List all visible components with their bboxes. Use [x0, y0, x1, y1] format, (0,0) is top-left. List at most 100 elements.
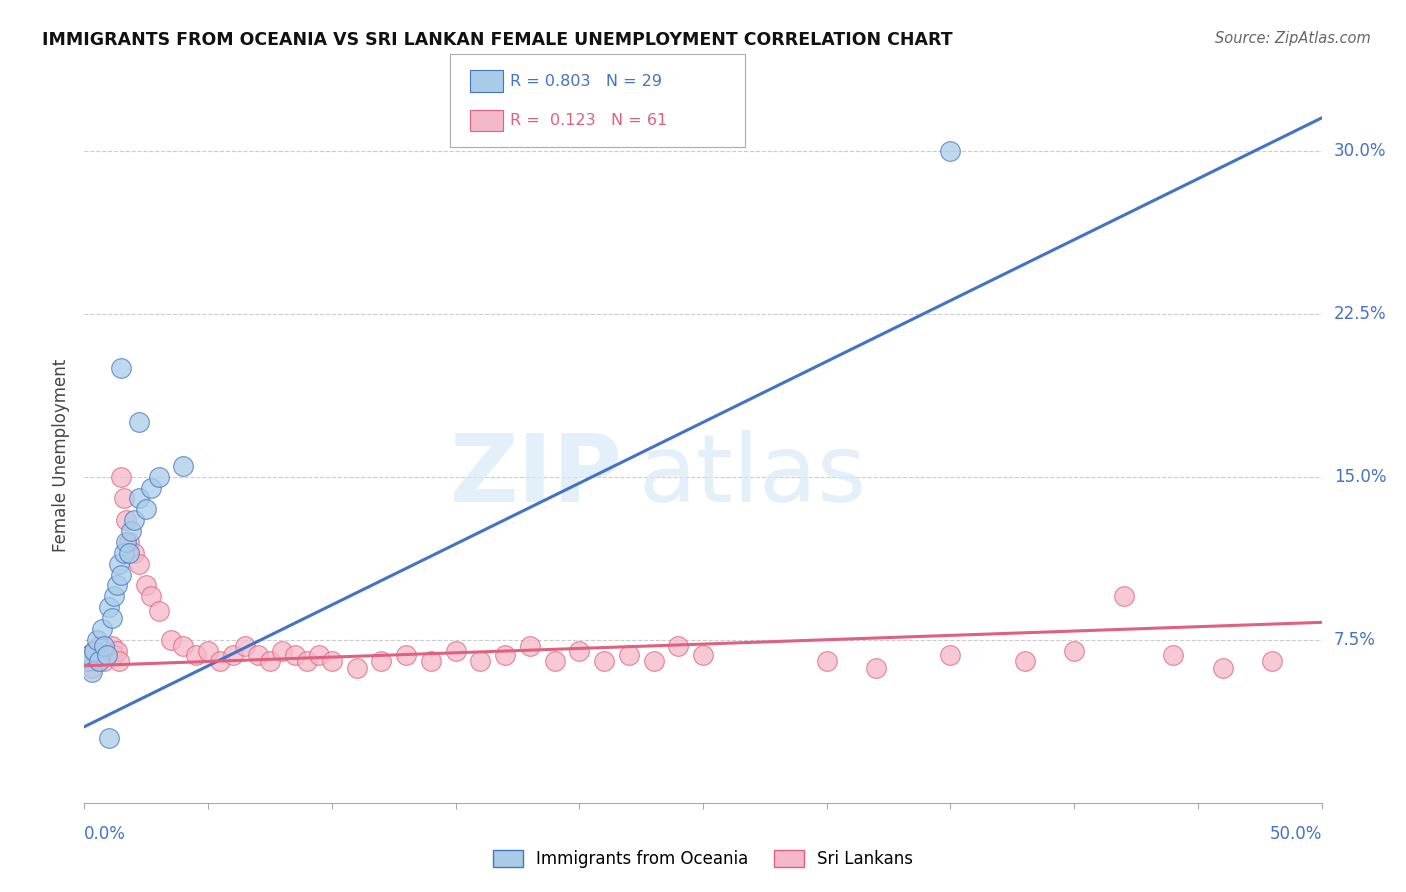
Point [112, 491, 135, 506]
Point [543, 655, 565, 669]
Point [135, 578, 157, 592]
Point [1161, 648, 1184, 662]
Point [284, 648, 307, 662]
Text: 30.0%: 30.0% [1334, 142, 1386, 160]
Point [103, 648, 125, 662]
Point [83, 643, 105, 657]
Point [120, 524, 142, 538]
Point [148, 605, 170, 619]
Y-axis label: Female Unemployment: Female Unemployment [52, 359, 70, 551]
Point [128, 557, 150, 571]
Text: 50.0%: 50.0% [1270, 825, 1322, 843]
Point [115, 535, 138, 549]
Point [98, 731, 121, 745]
Point [470, 655, 492, 669]
Point [76, 655, 98, 669]
Text: 15.0%: 15.0% [1334, 467, 1386, 485]
Point [321, 655, 343, 669]
Point [1014, 655, 1036, 669]
Point [172, 639, 194, 653]
Point [865, 661, 887, 675]
Point [172, 458, 194, 473]
Point [122, 513, 145, 527]
Point [259, 655, 281, 669]
Point [593, 655, 616, 669]
Point [1112, 589, 1135, 603]
Point [96, 648, 118, 662]
Point [246, 648, 269, 662]
Text: 0.0%: 0.0% [84, 825, 127, 843]
Point [395, 648, 418, 662]
Point [494, 648, 516, 662]
Point [110, 469, 132, 483]
Point [118, 535, 141, 549]
Text: R = 0.803   N = 29: R = 0.803 N = 29 [510, 74, 662, 88]
Point [209, 655, 232, 669]
Point [93, 655, 115, 669]
Point [197, 643, 219, 657]
Point [141, 589, 163, 603]
Point [128, 491, 150, 506]
Point [105, 643, 128, 657]
Point [79, 648, 101, 662]
Point [108, 557, 131, 571]
Point [110, 360, 132, 375]
Point [519, 639, 541, 653]
Text: Source: ZipAtlas.com: Source: ZipAtlas.com [1215, 31, 1371, 46]
Point [939, 648, 962, 662]
Point [128, 415, 150, 429]
Point [222, 648, 245, 662]
Point [141, 481, 163, 495]
Point [90, 622, 112, 636]
Point [76, 655, 98, 669]
Point [96, 643, 118, 657]
Text: 22.5%: 22.5% [1334, 304, 1386, 323]
Point [103, 589, 125, 603]
Point [90, 648, 112, 662]
Point [122, 546, 145, 560]
Point [370, 655, 392, 669]
Point [135, 502, 157, 516]
Point [79, 648, 101, 662]
Point [1212, 661, 1234, 675]
Point [105, 578, 128, 592]
Point [160, 632, 183, 647]
Point [112, 546, 135, 560]
Point [108, 655, 131, 669]
Point [815, 655, 838, 669]
Point [118, 546, 141, 560]
Point [86, 655, 108, 669]
Text: ZIP: ZIP [450, 430, 623, 522]
Point [98, 648, 121, 662]
Point [692, 648, 714, 662]
Text: atlas: atlas [638, 430, 866, 522]
Point [346, 661, 368, 675]
Legend: Immigrants from Oceania, Sri Lankans: Immigrants from Oceania, Sri Lankans [486, 843, 920, 874]
Point [419, 655, 441, 669]
Point [115, 513, 138, 527]
Point [89, 655, 111, 669]
Point [184, 648, 207, 662]
Point [148, 469, 170, 483]
Text: IMMIGRANTS FROM OCEANIA VS SRI LANKAN FEMALE UNEMPLOYMENT CORRELATION CHART: IMMIGRANTS FROM OCEANIA VS SRI LANKAN FE… [42, 31, 953, 49]
Point [86, 632, 108, 647]
Point [939, 144, 962, 158]
Point [568, 643, 591, 657]
Point [93, 639, 115, 653]
Point [100, 611, 122, 625]
Text: R =  0.123   N = 61: R = 0.123 N = 61 [510, 113, 668, 128]
Point [1063, 643, 1085, 657]
Point [617, 648, 640, 662]
Point [98, 600, 121, 615]
Point [89, 639, 111, 653]
Point [666, 639, 689, 653]
Point [271, 643, 294, 657]
Point [110, 567, 132, 582]
Point [83, 643, 105, 657]
Point [295, 655, 318, 669]
Point [444, 643, 467, 657]
Point [80, 661, 103, 675]
Text: 7.5%: 7.5% [1334, 631, 1376, 648]
Point [1261, 655, 1284, 669]
Point [308, 648, 330, 662]
